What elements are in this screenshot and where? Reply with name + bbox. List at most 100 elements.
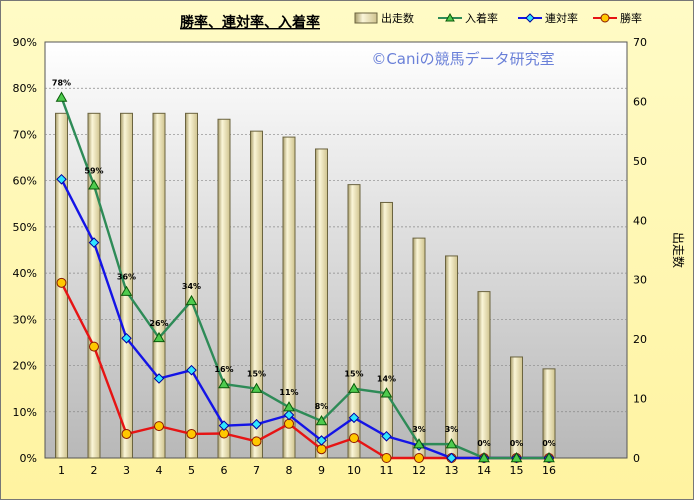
bar bbox=[315, 148, 328, 459]
left-axis-tick-label: 30% bbox=[13, 313, 37, 326]
marker-group bbox=[55, 91, 555, 464]
x-axis-tick-label: 8 bbox=[286, 464, 293, 477]
win-rate-marker bbox=[186, 428, 197, 439]
legend-label: 勝率 bbox=[620, 11, 642, 25]
legend-marker-triangle bbox=[445, 12, 455, 22]
data-label: 8% bbox=[315, 402, 329, 411]
left-axis-tick-label: 20% bbox=[13, 360, 37, 373]
place-rate-marker bbox=[348, 382, 360, 393]
data-label: 3% bbox=[445, 425, 459, 434]
place-rate-marker bbox=[543, 451, 555, 463]
win-rate-marker bbox=[316, 444, 327, 455]
quinella-rate-marker bbox=[381, 430, 392, 442]
data-label: 11% bbox=[279, 388, 298, 397]
x-axis-tick-label: 7 bbox=[253, 464, 260, 477]
right-axis: 0 10 20 30 40 50 60 70 bbox=[633, 36, 647, 465]
legend-swatch-starts bbox=[354, 12, 378, 24]
quinella-rate-marker bbox=[283, 409, 295, 421]
x-axis-tick-label: 12 bbox=[412, 464, 426, 477]
place-rate-marker bbox=[88, 179, 100, 190]
data-label: 16% bbox=[214, 365, 233, 374]
quinella-rate-marker bbox=[316, 435, 327, 446]
gridlines bbox=[45, 87, 627, 413]
quinella-rate-marker bbox=[348, 412, 360, 424]
x-axis-tick-label: 2 bbox=[91, 464, 98, 477]
win-rate-marker bbox=[89, 341, 99, 352]
place-rate-marker bbox=[315, 415, 328, 426]
data-label: 14% bbox=[377, 374, 396, 383]
right-axis-tick-label: 50 bbox=[633, 155, 647, 168]
data-label: 3% bbox=[412, 425, 426, 434]
data-label: 15% bbox=[344, 370, 363, 379]
right-axis-tick-label: 10 bbox=[633, 393, 647, 406]
place-rate-marker bbox=[510, 451, 523, 463]
bar bbox=[250, 130, 263, 459]
plot-area bbox=[44, 41, 628, 459]
place-rate-marker bbox=[153, 331, 165, 343]
data-label-group: 78% 59% 36% 26% 34% 16% 15% 11% 8% 15% 14% 3% 3% 0% 0%… bbox=[52, 78, 556, 448]
x-axis-tick-label: 4 bbox=[156, 464, 163, 477]
right-axis-tick-label: 30 bbox=[633, 274, 647, 287]
win-rate-marker bbox=[154, 421, 164, 432]
quinella-rate-marker bbox=[88, 237, 100, 248]
win-rate-marker bbox=[56, 277, 67, 288]
place-rate-marker bbox=[283, 401, 295, 412]
x-axis-tick-label: 14 bbox=[477, 464, 491, 477]
x-axis-tick-label: 13 bbox=[445, 464, 459, 477]
legend-marker-diamond bbox=[525, 13, 535, 23]
left-axis-tick-label: 80% bbox=[13, 82, 37, 95]
x-axis-tick-label: 6 bbox=[221, 464, 228, 477]
data-label: 36% bbox=[117, 273, 136, 282]
left-axis-tick-label: 90% bbox=[13, 36, 37, 49]
quinella-rate-marker bbox=[251, 418, 262, 430]
legend-marker-circle bbox=[600, 13, 610, 23]
x-axis-tick-label: 10 bbox=[347, 464, 361, 477]
quinella-rate-marker bbox=[446, 452, 457, 464]
watermark-text: ©Caniの競馬データ研究室 bbox=[371, 50, 554, 68]
bar bbox=[217, 118, 231, 459]
right-axis-tick-label: 60 bbox=[633, 95, 647, 108]
data-label: 0% bbox=[510, 439, 524, 448]
right-axis-tick-label: 40 bbox=[633, 214, 647, 227]
place-rate-marker bbox=[218, 378, 230, 389]
x-axis-tick-label: 3 bbox=[123, 464, 130, 477]
x-axis-tick-label: 5 bbox=[188, 464, 195, 477]
right-axis-tick-label: 70 bbox=[633, 36, 647, 49]
right-axis-tick-label: 20 bbox=[633, 333, 647, 346]
x-axis-tick-label: 15 bbox=[510, 464, 524, 477]
left-axis-tick-label: 70% bbox=[13, 128, 37, 141]
x-axis-tick-label: 1 bbox=[58, 464, 65, 477]
bar bbox=[152, 112, 166, 459]
win-rate-marker bbox=[251, 436, 262, 447]
left-axis-tick-label: 10% bbox=[13, 406, 37, 419]
data-label: 78% bbox=[52, 78, 71, 87]
quinella-rate-marker bbox=[218, 420, 230, 431]
data-label: 15% bbox=[247, 370, 266, 379]
quinella-rate-marker bbox=[153, 373, 165, 384]
bar bbox=[380, 201, 393, 459]
series-line bbox=[60, 178, 549, 460]
legend-label-starts: 出走数 bbox=[381, 11, 414, 25]
win-rate-marker bbox=[121, 428, 132, 439]
left-axis-tick-label: 0% bbox=[20, 452, 37, 465]
bar bbox=[477, 291, 491, 459]
place-rate-marker bbox=[413, 438, 425, 449]
x-axis-tick-label: 16 bbox=[542, 464, 556, 477]
data-label: 0% bbox=[542, 439, 556, 448]
series-line bbox=[60, 97, 549, 460]
win-rate-marker bbox=[414, 453, 424, 463]
left-axis-tick-label: 50% bbox=[13, 221, 37, 234]
line-series-group bbox=[60, 97, 549, 460]
place-rate-marker bbox=[185, 294, 198, 306]
win-rate-marker bbox=[284, 418, 294, 429]
right-axis-label: 出走数 bbox=[671, 232, 686, 268]
legend-label: 連対率 bbox=[545, 11, 578, 25]
x-axis-tick-label: 11 bbox=[380, 464, 394, 477]
place-rate-marker bbox=[55, 91, 68, 102]
left-axis: 0% 10% 20% 30% 40% 50% 60% 70% 80% 90% bbox=[13, 36, 37, 465]
bar bbox=[87, 112, 101, 459]
bar bbox=[282, 136, 296, 459]
x-axis-tick-label: 9 bbox=[318, 464, 325, 477]
quinella-rate-marker bbox=[121, 332, 132, 344]
